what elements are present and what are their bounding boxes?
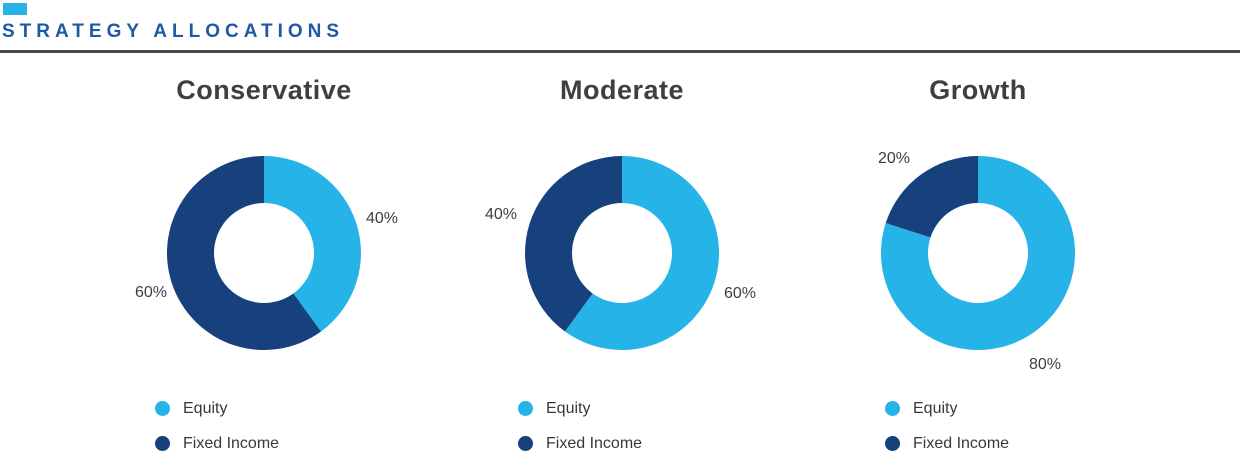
donut-slice-fixed-income <box>525 156 622 332</box>
chart-title: Moderate <box>559 75 685 105</box>
equity-swatch-icon <box>885 401 900 416</box>
chart-title: Conservative <box>176 75 352 105</box>
legend-label: Equity <box>546 399 591 417</box>
slice-label-equity: 40% <box>366 210 399 227</box>
legend-item-fixed-income: Fixed Income <box>155 435 279 452</box>
slice-label-fixed-income: 20% <box>878 150 911 167</box>
donut-chart <box>881 156 1076 350</box>
slice-label-fixed-income: 40% <box>485 206 518 223</box>
donut-slice-fixed-income <box>885 156 978 238</box>
fixed-income-swatch-icon <box>518 436 533 451</box>
chart-conservative: Conservative 40% 60% Equity Fixed Income <box>104 75 424 455</box>
legend: Equity Fixed Income <box>885 400 1009 452</box>
slice-label-equity: 60% <box>724 285 757 302</box>
legend-item-fixed-income: Fixed Income <box>885 435 1009 452</box>
legend-item-fixed-income: Fixed Income <box>518 435 642 452</box>
donut-slice-fixed-income <box>166 156 322 350</box>
donut-slice-equity <box>881 156 1076 350</box>
equity-swatch-icon <box>518 401 533 416</box>
legend-label: Fixed Income <box>913 434 1010 452</box>
header-divider <box>0 50 1240 53</box>
fixed-income-swatch-icon <box>885 436 900 451</box>
fixed-income-swatch-icon <box>155 436 170 451</box>
donut-slice-equity <box>564 156 720 350</box>
legend-item-equity: Equity <box>885 400 1009 417</box>
chart-growth: Growth 80% 20% Equity Fixed Income <box>818 75 1138 455</box>
chart-moderate: Moderate 60% 40% Equity Fixed Income <box>462 75 782 455</box>
legend-label: Equity <box>913 399 958 417</box>
legend: Equity Fixed Income <box>518 400 642 452</box>
legend-item-equity: Equity <box>518 400 642 417</box>
legend-label: Fixed Income <box>183 434 280 452</box>
donut-slice-equity <box>264 156 361 332</box>
equity-swatch-icon <box>155 401 170 416</box>
legend: Equity Fixed Income <box>155 400 279 452</box>
donut-chart <box>166 156 361 350</box>
accent-bar <box>3 3 27 15</box>
page-title: STRATEGY ALLOCATIONS <box>2 21 345 42</box>
legend-label: Fixed Income <box>546 434 643 452</box>
donut-chart <box>525 156 720 350</box>
legend-item-equity: Equity <box>155 400 279 417</box>
slice-label-equity: 80% <box>1029 356 1062 373</box>
slice-label-fixed-income: 60% <box>135 284 168 301</box>
legend-label: Equity <box>183 399 228 417</box>
chart-title: Growth <box>929 75 1027 105</box>
